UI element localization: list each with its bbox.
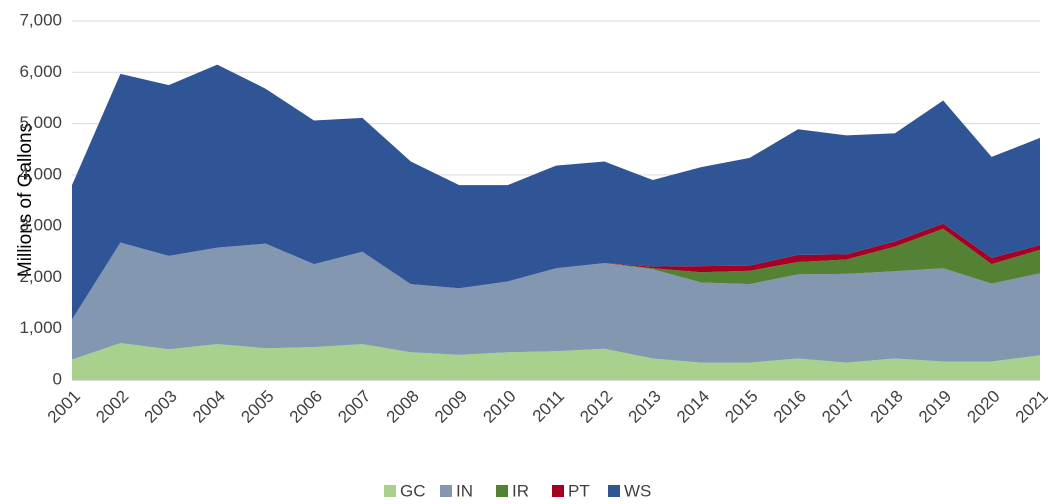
y-tick-label: 0 <box>53 369 62 388</box>
x-tick-label: 2014 <box>673 387 713 427</box>
y-axis-title: Millions of Gallons <box>15 123 36 277</box>
x-tick-label: 2013 <box>625 387 665 427</box>
y-tick-label: 3,000 <box>19 216 62 235</box>
y-tick-label: 5,000 <box>19 113 62 132</box>
x-tick-label: 2006 <box>286 387 326 427</box>
y-tick-label: 4,000 <box>19 164 62 183</box>
legend-swatch <box>440 485 452 497</box>
x-tick-label: 2016 <box>770 387 810 427</box>
area <box>72 242 1040 363</box>
area <box>72 228 1040 320</box>
area <box>72 64 1040 320</box>
x-tick-label: 2007 <box>334 387 374 427</box>
y-tick-label: 6,000 <box>19 62 62 81</box>
y-tick-label: 7,000 <box>19 10 62 29</box>
x-tick-label: 2021 <box>1012 387 1048 427</box>
x-tick-label: 2009 <box>431 387 471 427</box>
x-tick-label: 2003 <box>141 387 181 427</box>
x-tick-label: 2001 <box>44 387 84 427</box>
legend-label: WS <box>624 481 651 500</box>
legend-label: IN <box>456 481 473 500</box>
y-tick-label: 2,000 <box>19 267 62 286</box>
legend-swatch <box>608 485 620 497</box>
x-tick-label: 2005 <box>237 387 277 427</box>
area <box>72 343 1040 380</box>
x-tick-label: 2015 <box>721 387 761 427</box>
legend-swatch <box>496 485 508 497</box>
x-tick-label: 2020 <box>963 387 1003 427</box>
x-tick-label: 2004 <box>189 387 229 427</box>
legend-label: PT <box>568 481 590 500</box>
x-tick-label: 2011 <box>529 387 568 426</box>
x-tick-label: 2008 <box>383 387 423 427</box>
x-tick-label: 2012 <box>576 387 616 427</box>
x-tick-label: 2002 <box>92 387 132 427</box>
x-tick-label: 2019 <box>915 387 955 427</box>
legend-swatch <box>384 485 396 497</box>
legend-label: IR <box>512 481 529 500</box>
legend-swatch <box>552 485 564 497</box>
x-tick-label: 2017 <box>818 387 858 427</box>
legend-label: GC <box>400 481 426 500</box>
y-tick-label: 1,000 <box>19 318 62 337</box>
x-tick-label: 2018 <box>867 387 907 427</box>
x-tick-label: 2010 <box>479 387 519 427</box>
